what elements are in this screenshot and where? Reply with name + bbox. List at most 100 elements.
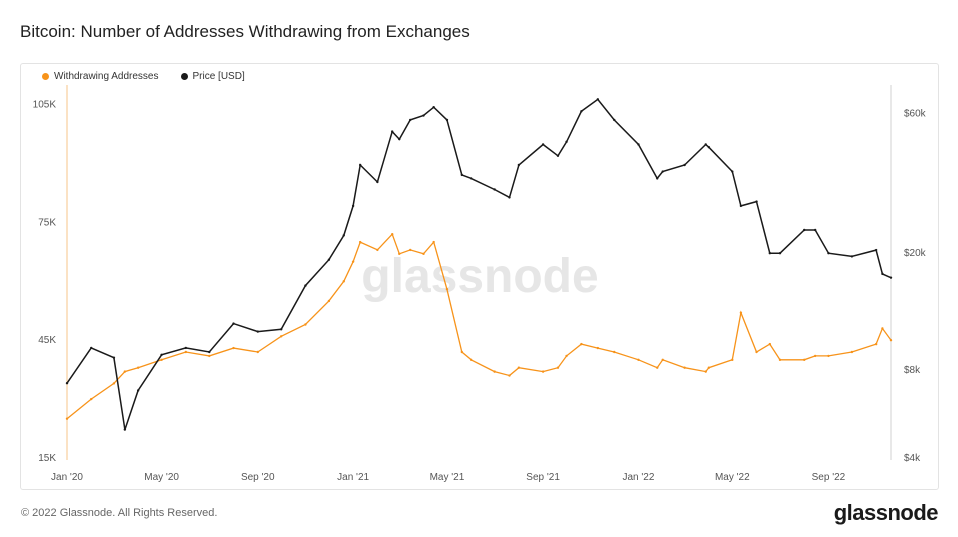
withdrawing-point <box>351 260 355 263</box>
legend: Withdrawing Addresses Price [USD] <box>42 71 245 82</box>
price-point <box>351 204 355 208</box>
price-point <box>184 346 188 350</box>
price-point <box>803 228 806 232</box>
withdrawing-point <box>358 240 362 244</box>
watermark: glassnode <box>361 250 598 303</box>
price-point <box>827 251 830 255</box>
price-point <box>432 105 435 109</box>
price-point <box>778 251 782 255</box>
price-point <box>391 130 394 133</box>
y-left-tick-1: 45K <box>38 335 56 346</box>
withdrawing-point <box>342 280 345 283</box>
price-point <box>656 177 659 180</box>
price-point <box>208 350 211 354</box>
price-point <box>704 143 707 146</box>
price-point <box>637 143 640 146</box>
withdrawing-point <box>445 287 449 291</box>
price-point <box>445 118 449 122</box>
price-point <box>280 328 283 331</box>
withdrawing-point <box>493 370 496 373</box>
price-point <box>683 163 686 167</box>
withdrawing-point <box>580 342 583 346</box>
withdrawing-point <box>422 252 425 256</box>
price-point <box>556 154 560 157</box>
price-point <box>613 118 616 122</box>
chart-frame <box>20 63 939 490</box>
withdrawing-point <box>827 354 830 358</box>
withdrawing-point <box>460 350 464 354</box>
price-point <box>541 143 545 146</box>
withdrawing-point <box>556 366 560 369</box>
x-tick-3: Jan '21 <box>337 472 369 483</box>
withdrawing-point <box>889 339 893 342</box>
price-point <box>881 272 884 276</box>
y-left-tick-0: 15K <box>38 453 56 464</box>
price-point <box>358 163 362 167</box>
y-right-tick-1: $8k <box>904 365 921 376</box>
price-point <box>565 140 568 143</box>
legend-label-price: Price [USD] <box>192 71 245 82</box>
price-point <box>661 170 664 173</box>
legend-item-withdrawing[interactable]: Withdrawing Addresses <box>42 71 159 82</box>
y-right-tick-2: $20k <box>904 248 927 259</box>
withdrawing-point <box>683 366 686 369</box>
legend-label-withdrawing: Withdrawing Addresses <box>54 71 159 82</box>
copyright: © 2022 Glassnode. All Rights Reserved. <box>21 507 218 519</box>
withdrawing-point <box>755 350 758 354</box>
x-tick-6: Jan '22 <box>623 472 655 483</box>
withdrawing-point <box>874 342 878 346</box>
price-point <box>739 204 743 208</box>
price-point <box>768 251 772 255</box>
withdrawing-point <box>803 358 806 362</box>
withdrawing-point <box>656 366 659 369</box>
price-point <box>755 200 758 203</box>
withdrawing-point <box>508 374 511 377</box>
chart-title: Bitcoin: Number of Addresses Withdrawing… <box>20 22 470 41</box>
price-point <box>112 356 116 359</box>
price-point <box>90 346 93 350</box>
x-tick-5: Sep '21 <box>526 472 560 483</box>
withdrawing-point <box>280 335 283 338</box>
y-right-tick-3: $60k <box>904 108 927 119</box>
withdrawing-point <box>90 397 93 401</box>
glassnode-logo: glassnode <box>833 500 939 525</box>
withdrawing-point <box>136 366 140 369</box>
legend-dot-withdrawing <box>42 73 49 80</box>
x-ticks: Jan '20 May '20 Sep '20 Jan '21 May '21 Sep '… <box>51 472 846 483</box>
price-point <box>136 389 140 392</box>
withdrawing-point <box>661 358 664 362</box>
withdrawing-point <box>208 354 211 358</box>
x-tick-4: May '21 <box>430 472 465 483</box>
withdrawing-point <box>304 323 307 326</box>
price-point <box>304 284 307 287</box>
withdrawing-point <box>327 299 331 303</box>
price-point <box>422 114 425 117</box>
y-right-tick-0: $4k <box>904 453 921 464</box>
x-tick-8: Sep '22 <box>812 472 846 483</box>
withdrawing-point <box>391 233 394 236</box>
withdrawing-point <box>778 358 782 362</box>
withdrawing-point <box>565 354 568 358</box>
price-point <box>517 163 521 167</box>
price-point <box>460 173 464 177</box>
withdrawing-point <box>707 366 711 369</box>
withdrawing-point <box>768 342 772 346</box>
legend-dot-price <box>180 73 188 80</box>
withdrawing-point <box>731 358 734 362</box>
withdrawing-point <box>850 350 854 354</box>
price-point <box>731 170 734 173</box>
price-point <box>232 322 235 325</box>
price-point <box>508 196 511 199</box>
withdrawing-point <box>160 358 163 362</box>
price-point <box>342 234 345 237</box>
price-point <box>707 146 711 149</box>
price-point <box>256 330 259 333</box>
legend-item-price[interactable]: Price [USD] <box>180 71 245 82</box>
price-point <box>160 353 163 357</box>
y-left-tick-3: 105K <box>33 100 57 111</box>
price-point <box>580 110 583 113</box>
withdrawing-point <box>517 366 521 369</box>
withdrawing-point <box>596 346 600 350</box>
withdrawing-point <box>232 346 235 350</box>
